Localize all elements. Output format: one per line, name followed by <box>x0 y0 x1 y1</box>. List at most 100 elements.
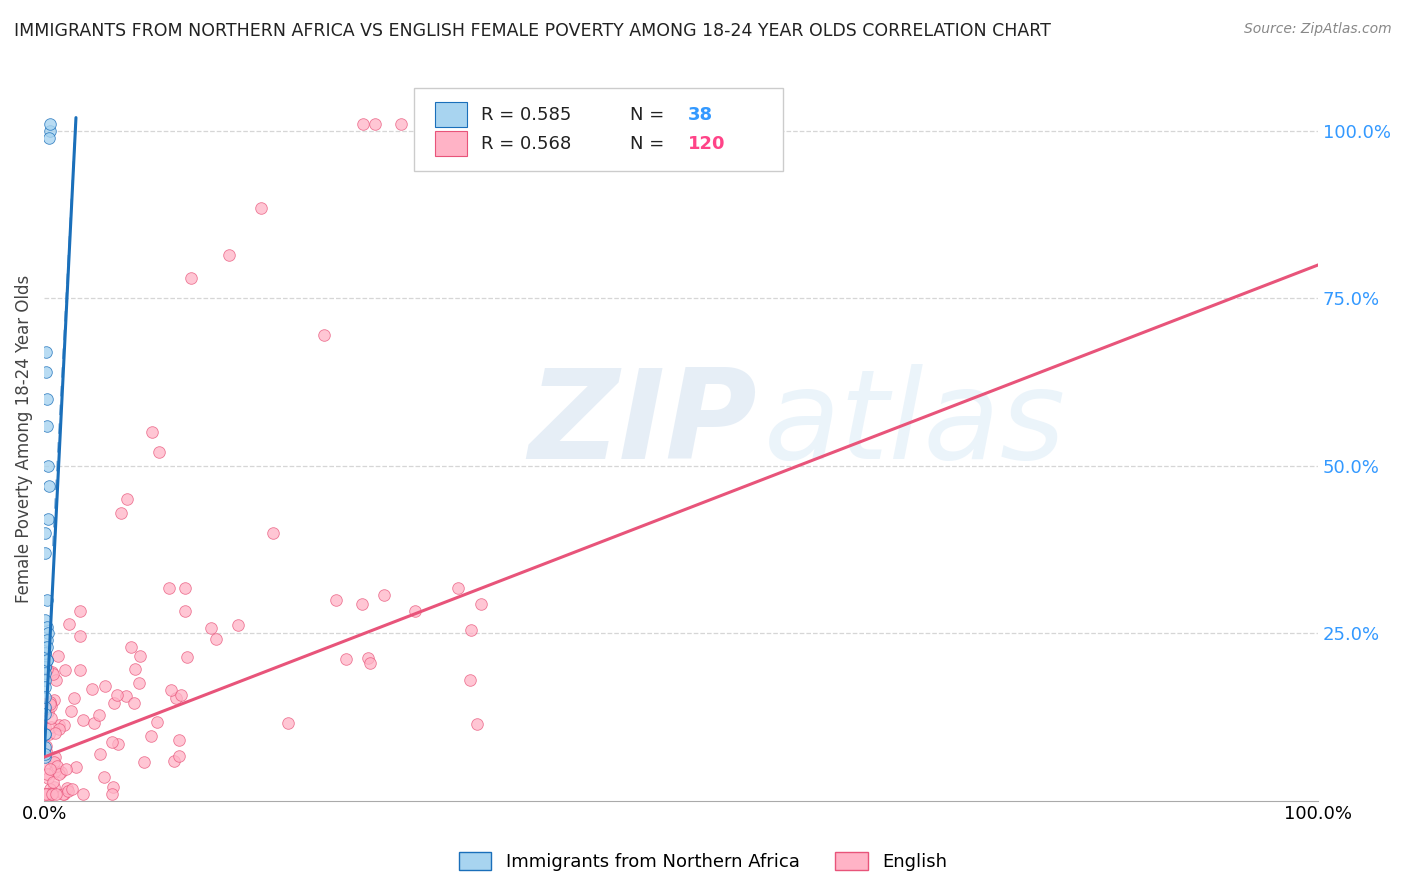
Point <box>101 780 124 795</box>
Point <box>460 624 482 638</box>
Point <box>37 787 59 801</box>
Point <box>34 706 56 721</box>
Y-axis label: Female Poverty Among 18-24 Year Olds: Female Poverty Among 18-24 Year Olds <box>15 275 32 603</box>
Point <box>34 666 56 681</box>
Point <box>458 673 481 687</box>
Point <box>124 662 146 676</box>
Point <box>35 662 58 676</box>
Point <box>42 666 65 681</box>
Point <box>48 722 70 736</box>
Point <box>160 683 183 698</box>
Point <box>65 760 87 774</box>
Point <box>69 604 91 618</box>
Point <box>107 737 129 751</box>
Point <box>115 492 138 507</box>
Point <box>352 117 374 131</box>
Point <box>34 699 56 714</box>
Point <box>34 747 56 761</box>
Point <box>42 692 65 706</box>
Point <box>163 755 186 769</box>
Point <box>34 756 56 771</box>
Point <box>389 117 412 131</box>
Point <box>132 756 155 770</box>
Point <box>87 707 110 722</box>
Text: 38: 38 <box>688 106 713 124</box>
Point <box>39 697 62 711</box>
Point <box>45 787 67 801</box>
Point <box>101 735 124 749</box>
Legend: Immigrants from Northern Africa, English: Immigrants from Northern Africa, English <box>451 845 955 879</box>
Point <box>169 689 191 703</box>
Point <box>41 665 63 680</box>
Point <box>39 117 62 131</box>
Point <box>105 688 128 702</box>
Point <box>94 679 117 693</box>
Point <box>39 787 62 801</box>
FancyBboxPatch shape <box>436 102 467 128</box>
Point <box>34 613 56 627</box>
Point <box>34 698 56 712</box>
Point <box>37 771 59 785</box>
Point <box>35 619 58 633</box>
Point <box>335 651 357 665</box>
Text: atlas: atlas <box>763 364 1066 485</box>
Point <box>465 716 488 731</box>
Point <box>38 762 60 776</box>
Point <box>37 705 59 719</box>
Point <box>89 747 111 762</box>
Point <box>176 650 198 665</box>
Point <box>35 744 58 758</box>
Point <box>35 418 58 433</box>
Point <box>69 663 91 677</box>
Point <box>35 365 58 379</box>
Point <box>34 698 56 712</box>
Point <box>42 780 65 794</box>
Point <box>41 787 63 801</box>
Point <box>35 592 58 607</box>
Point <box>180 271 202 285</box>
Point <box>148 445 170 459</box>
Point <box>38 479 60 493</box>
Point <box>415 117 437 131</box>
Point <box>141 425 163 440</box>
Point <box>34 659 56 673</box>
Point <box>35 767 58 781</box>
Point <box>404 604 426 618</box>
Point <box>35 787 58 801</box>
Point <box>58 616 80 631</box>
Point <box>115 689 138 703</box>
Point <box>41 787 63 801</box>
Point <box>44 726 66 740</box>
Point <box>128 676 150 690</box>
Point <box>120 640 142 654</box>
Point <box>37 458 59 473</box>
Point <box>364 117 387 131</box>
Point <box>39 124 62 138</box>
Point <box>103 696 125 710</box>
Point <box>359 656 381 670</box>
Point <box>169 749 191 764</box>
Point <box>262 525 284 540</box>
Point <box>44 750 66 764</box>
Point <box>174 581 197 595</box>
Point <box>35 739 58 754</box>
Point <box>34 787 56 801</box>
Point <box>101 787 124 801</box>
Point <box>34 653 56 667</box>
Point <box>128 649 150 664</box>
Point <box>38 130 60 145</box>
Text: ZIP: ZIP <box>529 364 756 485</box>
Text: Source: ZipAtlas.com: Source: ZipAtlas.com <box>1244 22 1392 37</box>
Point <box>52 787 75 801</box>
Point <box>200 621 222 635</box>
Point <box>60 704 83 718</box>
FancyBboxPatch shape <box>413 88 783 171</box>
Point <box>35 653 58 667</box>
Point <box>34 640 56 654</box>
Point <box>356 650 378 665</box>
Point <box>34 740 56 755</box>
Point <box>314 328 336 343</box>
Point <box>39 698 62 713</box>
Point <box>44 764 66 779</box>
Point <box>34 726 56 740</box>
